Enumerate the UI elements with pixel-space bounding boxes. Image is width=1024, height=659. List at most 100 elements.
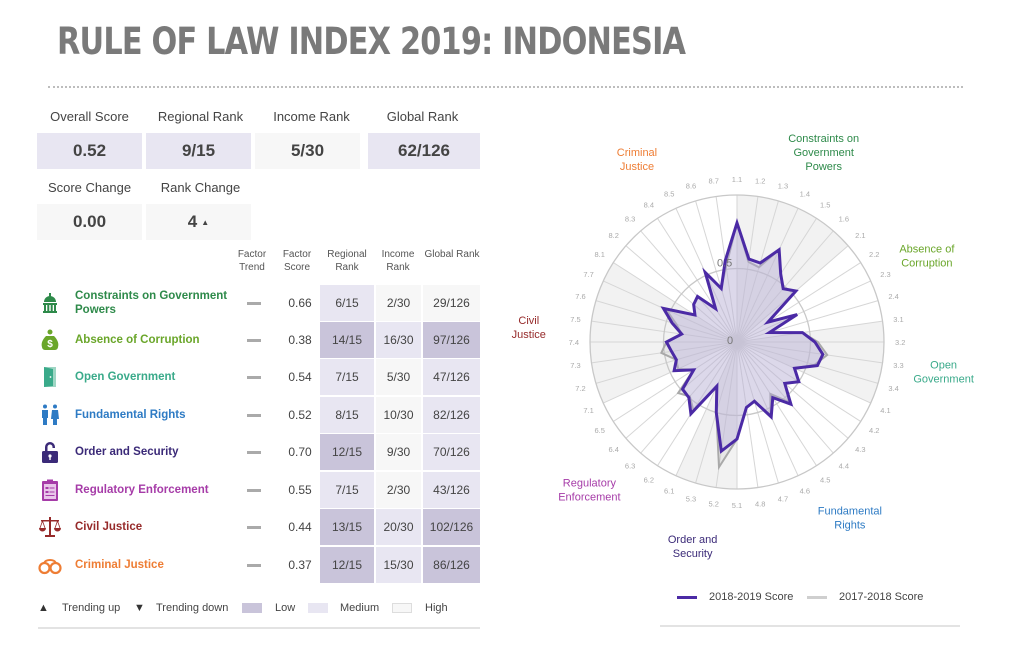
subfactor-tick-label: 4.4 <box>839 461 849 470</box>
factor-score: 0.70 <box>288 445 312 459</box>
subfactor-tick-label: 2.4 <box>888 292 898 301</box>
bottom-divider <box>38 627 480 629</box>
subfactor-tick-label: 3.4 <box>888 384 898 393</box>
factor-name: Open Government <box>75 371 176 383</box>
legend-2019-label: 2018-2019 Score <box>709 591 794 603</box>
factor-row: Civil Justice 0.44 13/15 20/30 102/126 <box>38 509 480 545</box>
factor-name: Regulatory Enforcement <box>75 484 209 496</box>
global-rank-cell: 97/126 <box>423 322 480 358</box>
global-rank-cell: 102/126 <box>423 509 480 545</box>
regional-rank-cell: 13/15 <box>320 509 374 545</box>
factor-row: Constraints on Government Powers 0.66 6/… <box>38 285 480 321</box>
header-factor-score: Factor Score <box>282 249 312 273</box>
subfactor-tick-label: 8.5 <box>664 190 674 199</box>
subfactor-tick-label: 8.4 <box>644 201 654 210</box>
regional-rank-cell: 14/15 <box>320 322 374 358</box>
factor-score: 0.37 <box>288 558 312 572</box>
header-factor-trend: Factor Trend <box>237 249 267 273</box>
legend-medium-swatch <box>308 603 328 613</box>
factor-axis-label: Civil Justice <box>512 315 546 341</box>
legend-high: High <box>425 602 448 614</box>
legend-trending-up: Trending up <box>62 602 121 614</box>
subfactor-tick-label: 8.6 <box>686 181 696 190</box>
factor-name: Constraints on Government Powers <box>75 290 228 316</box>
factor-name: Criminal Justice <box>75 559 164 571</box>
regional-rank-cell: 7/15 <box>320 359 374 395</box>
flat-trend-icon <box>247 339 261 342</box>
factor-axis-label: Fundamental Rights <box>818 506 882 532</box>
subfactor-tick-label: 7.2 <box>575 384 585 393</box>
regional-rank-cell: 8/15 <box>320 397 374 433</box>
legend-2018-line <box>807 596 827 599</box>
legend-low-swatch <box>242 603 262 613</box>
score-change-label: Score Change <box>47 180 132 195</box>
regional-rank-value: 9/15 <box>146 133 251 169</box>
income-rank-cell: 10/30 <box>376 397 421 433</box>
subfactor-tick-label: 4.8 <box>755 500 765 509</box>
subfactor-tick-label: 4.7 <box>778 495 788 504</box>
factor-name: Fundamental Rights <box>75 409 186 421</box>
factor-row: Open Government 0.54 7/15 5/30 47/126 <box>38 359 480 395</box>
factor-score: 0.54 <box>288 370 312 384</box>
subfactor-tick-label: 6.2 <box>644 475 654 484</box>
income-rank-value: 5/30 <box>255 133 360 169</box>
factor-row: Order and Security 0.70 12/15 9/30 70/12… <box>38 434 480 470</box>
flat-trend-icon <box>247 564 261 567</box>
factor-name: Civil Justice <box>75 521 143 533</box>
flat-trend-icon <box>247 526 261 529</box>
subfactor-tick-label: 4.5 <box>820 475 830 484</box>
header-global-rank: Global Rank <box>424 249 480 260</box>
legend-trending-down: Trending down <box>156 602 229 614</box>
svg-text:$: $ <box>47 339 53 350</box>
subfactor-tick-label: 7.1 <box>583 406 593 415</box>
factor-axis-label: Criminal Justice <box>617 147 657 173</box>
rank-change-number: 4 <box>187 212 198 231</box>
income-rank-cell: 2/30 <box>376 472 421 508</box>
overall-score-label: Overall Score <box>50 109 129 124</box>
factor-wedge-shade <box>737 195 849 342</box>
subfactor-tick-label: 2.3 <box>880 270 890 279</box>
clipboard-icon <box>38 478 62 502</box>
factor-axis-label: Absence of Corruption <box>899 243 955 269</box>
regional-rank-cell: 7/15 <box>320 472 374 508</box>
legend-low: Low <box>275 602 296 614</box>
flat-trend-icon <box>247 414 261 417</box>
chart-bottom-divider <box>660 625 960 627</box>
capitol-icon <box>38 291 62 315</box>
regional-rank-cell: 6/15 <box>320 285 374 321</box>
global-rank-cell: 29/126 <box>423 285 480 321</box>
global-rank-cell: 70/126 <box>423 434 480 470</box>
flat-trend-icon <box>247 302 261 305</box>
factor-axis-label: Order and Security <box>668 534 718 560</box>
subfactor-tick-label: 6.1 <box>664 486 674 495</box>
subfactor-tick-label: 7.3 <box>570 361 580 370</box>
series-2019-polygon <box>660 218 825 454</box>
subfactor-tick-label: 4.1 <box>880 406 890 415</box>
income-rank-cell: 16/30 <box>376 322 421 358</box>
header-income-rank: Income Rank <box>381 249 415 273</box>
factor-score: 0.55 <box>288 483 312 497</box>
flat-trend-icon <box>247 376 261 379</box>
flat-trend-icon <box>247 451 261 454</box>
people-icon <box>38 403 62 427</box>
global-rank-cell: 47/126 <box>423 359 480 395</box>
global-rank-label: Global Rank <box>386 109 459 124</box>
subfactor-tick-label: 1.4 <box>800 190 810 199</box>
income-rank-cell: 5/30 <box>376 359 421 395</box>
ring <box>662 267 812 417</box>
factor-row: Fundamental Rights 0.52 8/15 10/30 82/12… <box>38 397 480 433</box>
ring-label-0: 0 <box>727 335 733 347</box>
factor-score: 0.38 <box>288 333 312 347</box>
factor-axis-label: Open Government <box>913 360 974 386</box>
subfactor-tick-label: 5.1 <box>732 501 742 510</box>
rank-change-label: Rank Change <box>160 180 241 195</box>
global-rank-cell: 43/126 <box>423 472 480 508</box>
factor-axis-label: Constraints on Government Powers <box>788 133 859 173</box>
factor-row: Regulatory Enforcement 0.55 7/15 2/30 43… <box>38 472 480 508</box>
subfactor-tick-label: 4.6 <box>800 486 810 495</box>
subfactor-tick-label: 8.7 <box>709 176 719 185</box>
global-rank-cell: 82/126 <box>423 397 480 433</box>
door-icon <box>38 365 62 389</box>
ring <box>589 194 885 490</box>
factor-name: Order and Security <box>75 446 179 458</box>
